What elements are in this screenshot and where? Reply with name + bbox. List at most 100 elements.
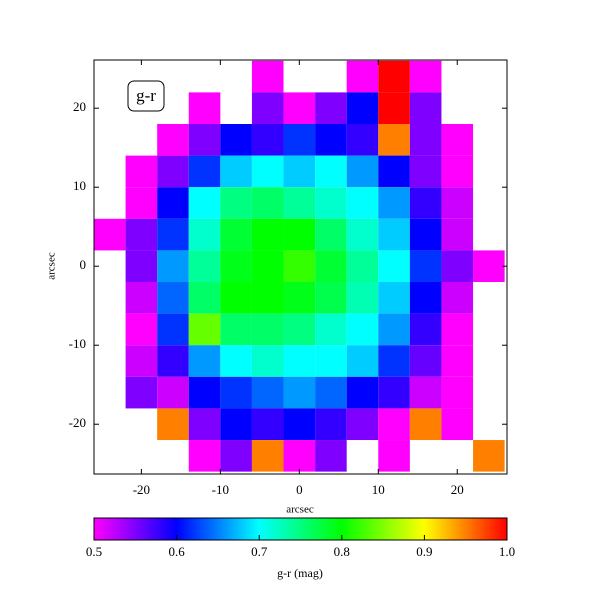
cell — [283, 345, 316, 377]
cell — [251, 123, 284, 156]
cell — [125, 218, 158, 251]
cell — [188, 250, 221, 283]
cell — [409, 92, 442, 124]
cell — [220, 313, 252, 346]
cell — [315, 408, 347, 441]
x-tick-label: -20 — [133, 482, 150, 497]
cell — [220, 218, 252, 251]
cell — [188, 408, 221, 441]
cell — [346, 123, 379, 156]
cell — [346, 218, 379, 251]
cell — [283, 408, 316, 441]
cell — [315, 92, 347, 124]
cell — [441, 187, 474, 219]
cell — [220, 123, 252, 156]
cell — [315, 440, 347, 472]
y-axis-label: arcsec — [46, 252, 58, 280]
annotation-box — [127, 80, 165, 112]
cell — [220, 187, 252, 219]
cell — [441, 218, 474, 251]
cell — [220, 408, 252, 441]
cell — [220, 376, 252, 409]
cell — [220, 345, 252, 377]
cell — [283, 218, 316, 251]
cell — [125, 345, 158, 377]
cell — [346, 187, 379, 219]
cell — [188, 155, 221, 188]
plot-frame — [93, 59, 508, 475]
cell — [157, 313, 189, 346]
cell — [188, 218, 221, 251]
cell — [251, 345, 284, 377]
cell — [188, 92, 221, 124]
y-tick-label: 0 — [80, 257, 87, 272]
cell — [315, 376, 347, 409]
cell — [188, 313, 221, 346]
cell — [409, 155, 442, 188]
cell — [188, 282, 221, 314]
cell — [283, 123, 316, 156]
cell — [125, 155, 158, 188]
cell — [315, 282, 347, 314]
cell — [378, 92, 410, 124]
cell — [188, 345, 221, 377]
cell — [157, 123, 189, 156]
cell — [378, 218, 410, 251]
cell — [346, 155, 379, 188]
cell — [125, 376, 158, 409]
cell — [251, 218, 284, 251]
cell — [220, 440, 252, 472]
cell — [157, 187, 189, 219]
cell — [157, 408, 189, 441]
cell — [441, 313, 474, 346]
cell — [409, 345, 442, 377]
cell — [157, 155, 189, 188]
cell — [378, 313, 410, 346]
cell — [188, 440, 221, 472]
cell — [315, 345, 347, 377]
cell — [378, 282, 410, 314]
cell — [315, 123, 347, 156]
cell — [125, 250, 158, 283]
cell — [346, 408, 379, 441]
cell — [346, 313, 379, 346]
cell — [283, 250, 316, 283]
cell — [378, 250, 410, 283]
cell — [441, 155, 474, 188]
cell — [94, 218, 126, 251]
cell — [378, 376, 410, 409]
cell — [378, 187, 410, 219]
cell — [251, 313, 284, 346]
image — [94, 60, 505, 472]
x-axis-label: arcsec — [286, 504, 314, 516]
colorbar-tick-label: 0.9 — [416, 544, 432, 559]
cell — [315, 218, 347, 251]
colorbar-tick-label: 0.7 — [251, 544, 268, 559]
cell — [441, 123, 474, 156]
cell — [251, 440, 284, 472]
cell — [346, 376, 379, 409]
cell — [378, 155, 410, 188]
cell — [409, 187, 442, 219]
cell — [378, 60, 410, 93]
cell — [251, 60, 284, 93]
cell — [473, 440, 505, 472]
y-tick-label: -10 — [69, 336, 86, 351]
cell — [251, 250, 284, 283]
cell — [251, 282, 284, 314]
cell — [157, 376, 189, 409]
cell — [251, 92, 284, 124]
cell — [157, 345, 189, 377]
cell — [188, 187, 221, 219]
cell — [157, 250, 189, 283]
cell — [251, 376, 284, 409]
cell — [220, 250, 252, 283]
cell — [188, 123, 221, 156]
y-tick-label: 10 — [73, 178, 86, 193]
cell — [473, 250, 505, 283]
cell — [346, 345, 379, 377]
cell — [283, 187, 316, 219]
cell — [188, 376, 221, 409]
cell — [346, 60, 379, 93]
cell — [283, 92, 316, 124]
